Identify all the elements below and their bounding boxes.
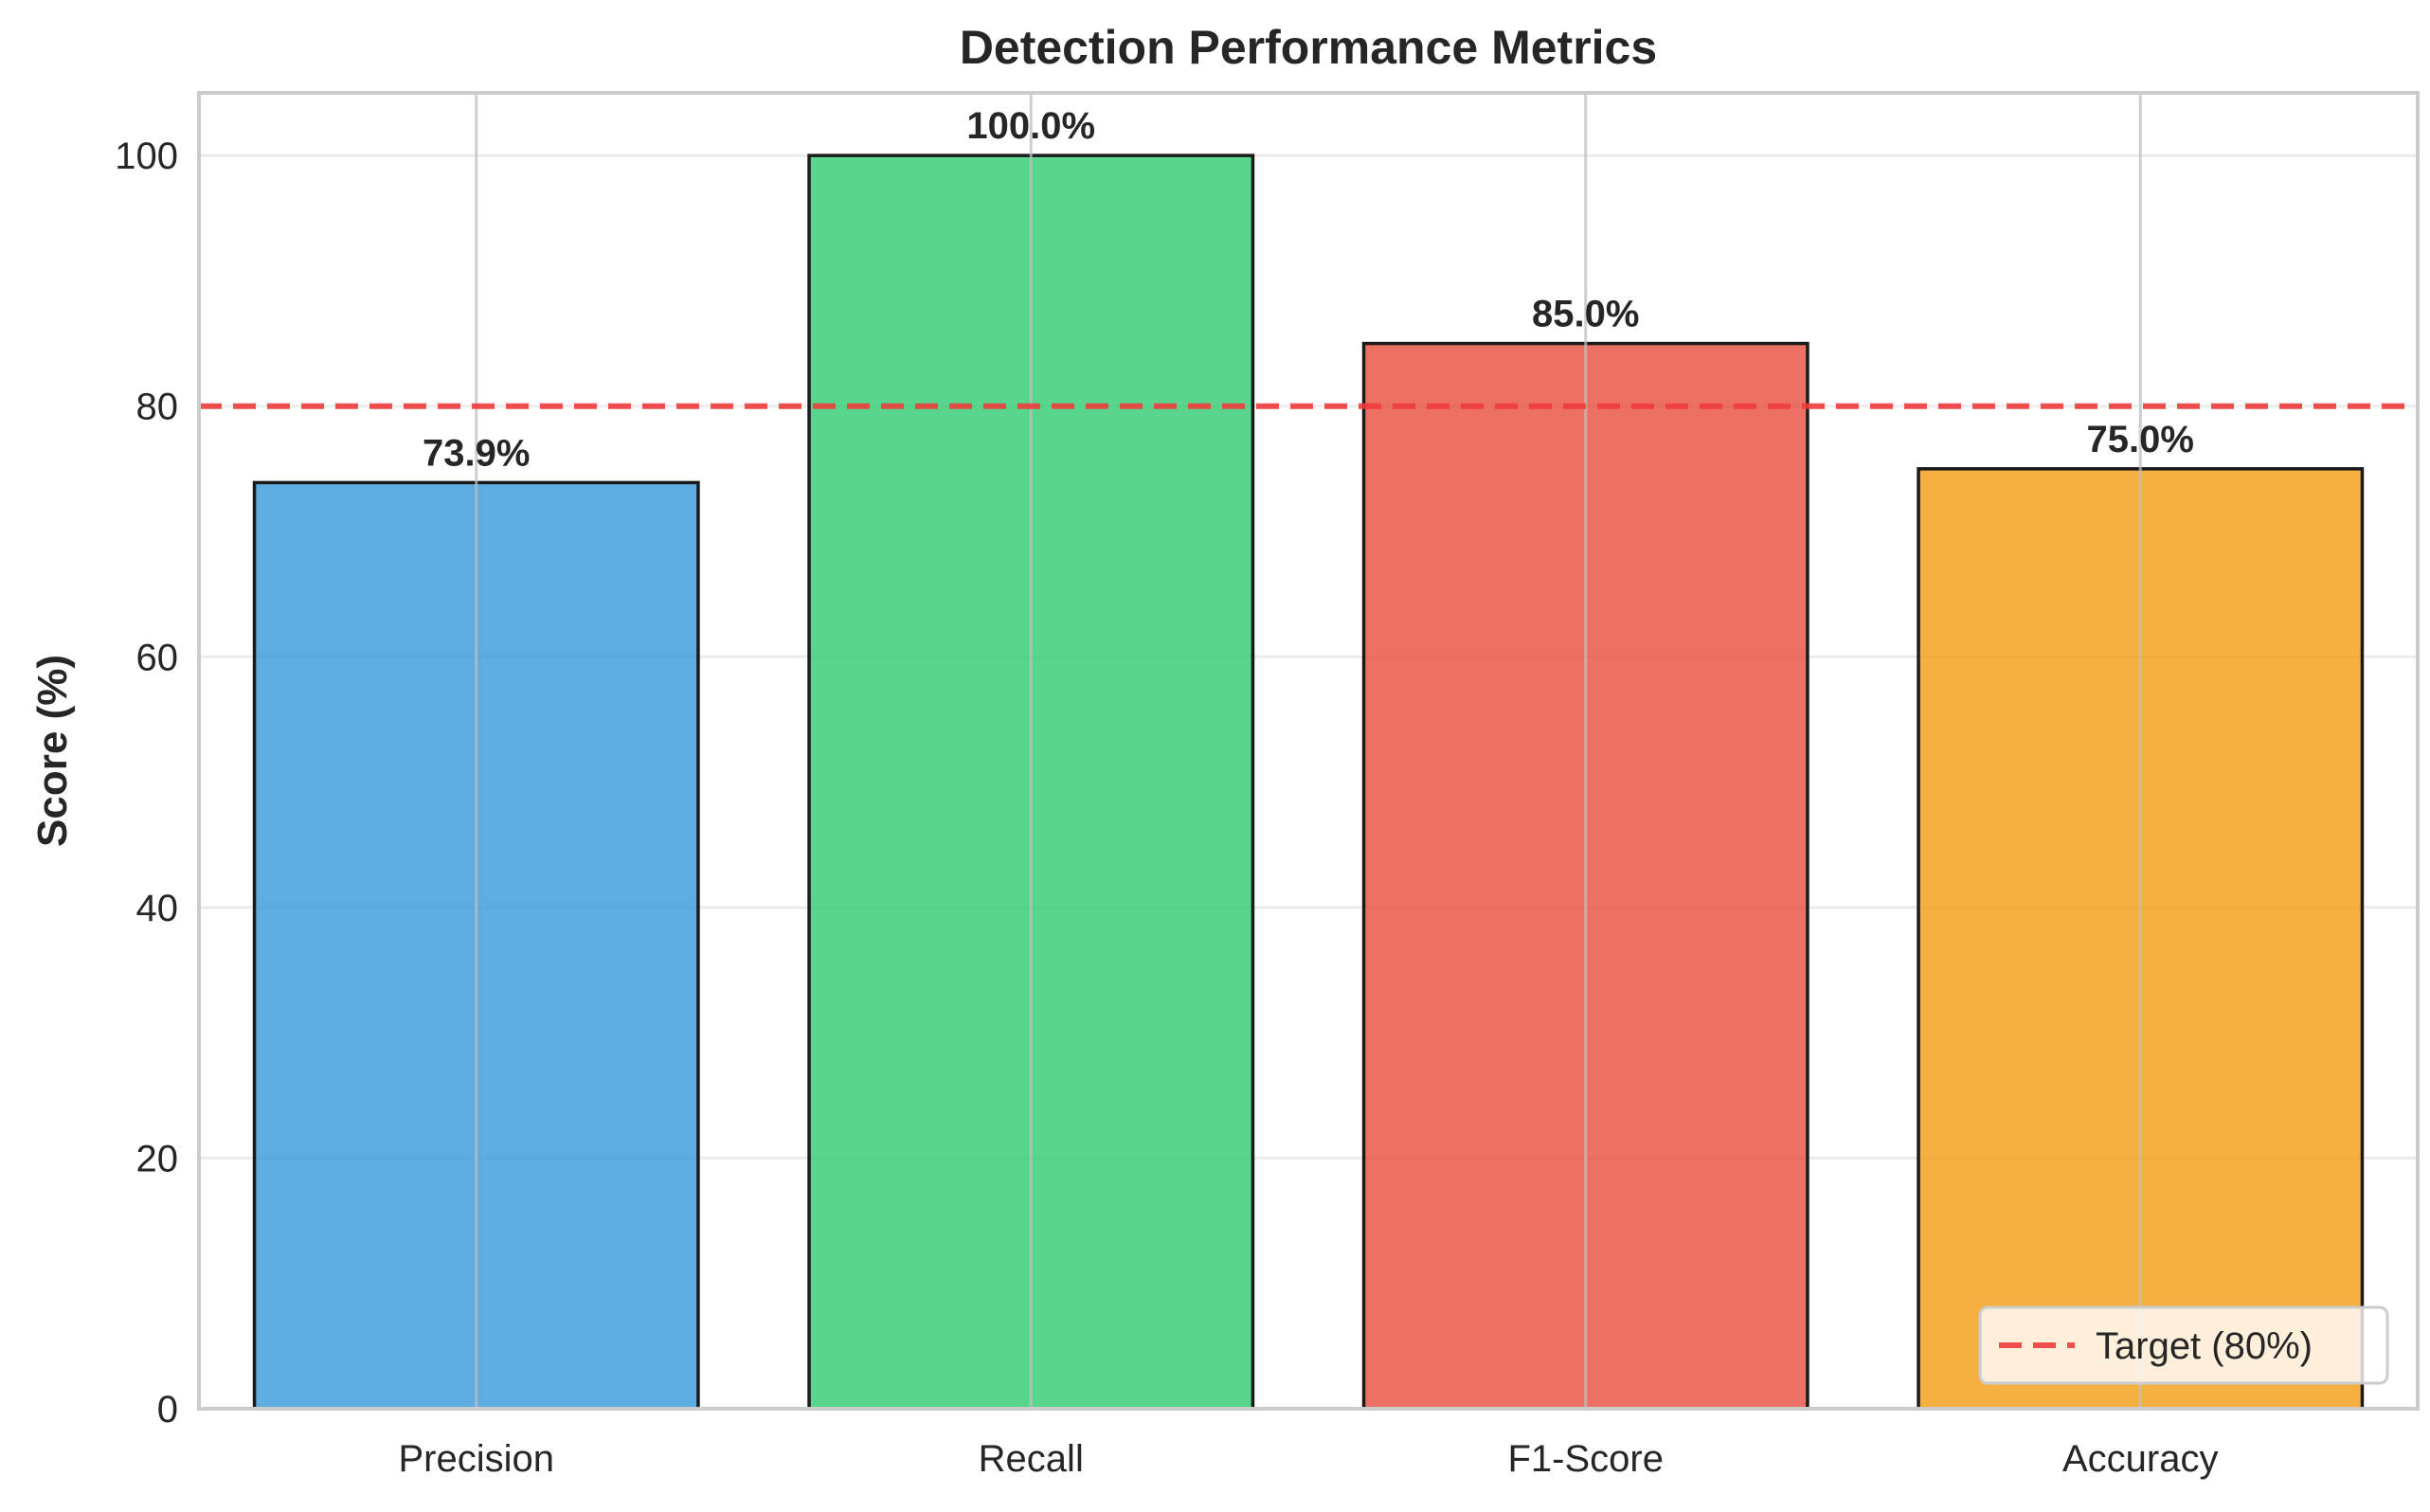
data-label: 75.0% bbox=[2087, 419, 2194, 460]
y-tick-label: 80 bbox=[136, 387, 179, 428]
y-axis-label: Score (%) bbox=[29, 655, 76, 847]
legend-box bbox=[1978, 1305, 2389, 1385]
y-tick-label: 0 bbox=[157, 1389, 178, 1431]
y-tick-label: 40 bbox=[136, 888, 179, 929]
data-label: 100.0% bbox=[966, 105, 1095, 147]
axes-frame bbox=[197, 91, 2420, 1411]
data-labels: 73.9% 100.0% 85.0% 75.0% bbox=[423, 105, 2194, 474]
x-tick-label: Precision bbox=[398, 1438, 554, 1480]
x-tick-label: Accuracy bbox=[2062, 1438, 2219, 1480]
plot-frame bbox=[197, 91, 2420, 1411]
data-label: 73.9% bbox=[423, 432, 530, 474]
y-tick-label: 100 bbox=[115, 135, 178, 177]
x-tick-label: F1-Score bbox=[1508, 1438, 1665, 1480]
legend-label-target: Target (80%) bbox=[2096, 1325, 2313, 1367]
x-tick-label: Recall bbox=[979, 1438, 1084, 1480]
y-tick-label: 60 bbox=[136, 637, 179, 678]
chart-title: Detection Performance Metrics bbox=[960, 21, 1657, 74]
y-tick-label: 20 bbox=[136, 1138, 179, 1179]
reference-lines bbox=[199, 93, 2418, 1409]
bars bbox=[252, 153, 2365, 1411]
legend: Target (80%) bbox=[1978, 1305, 2389, 1385]
data-label: 85.0% bbox=[1532, 294, 1639, 335]
tick-labels: 0 20 40 60 80 100 Precision Recall F1-Score Accur… bbox=[115, 135, 2218, 1480]
